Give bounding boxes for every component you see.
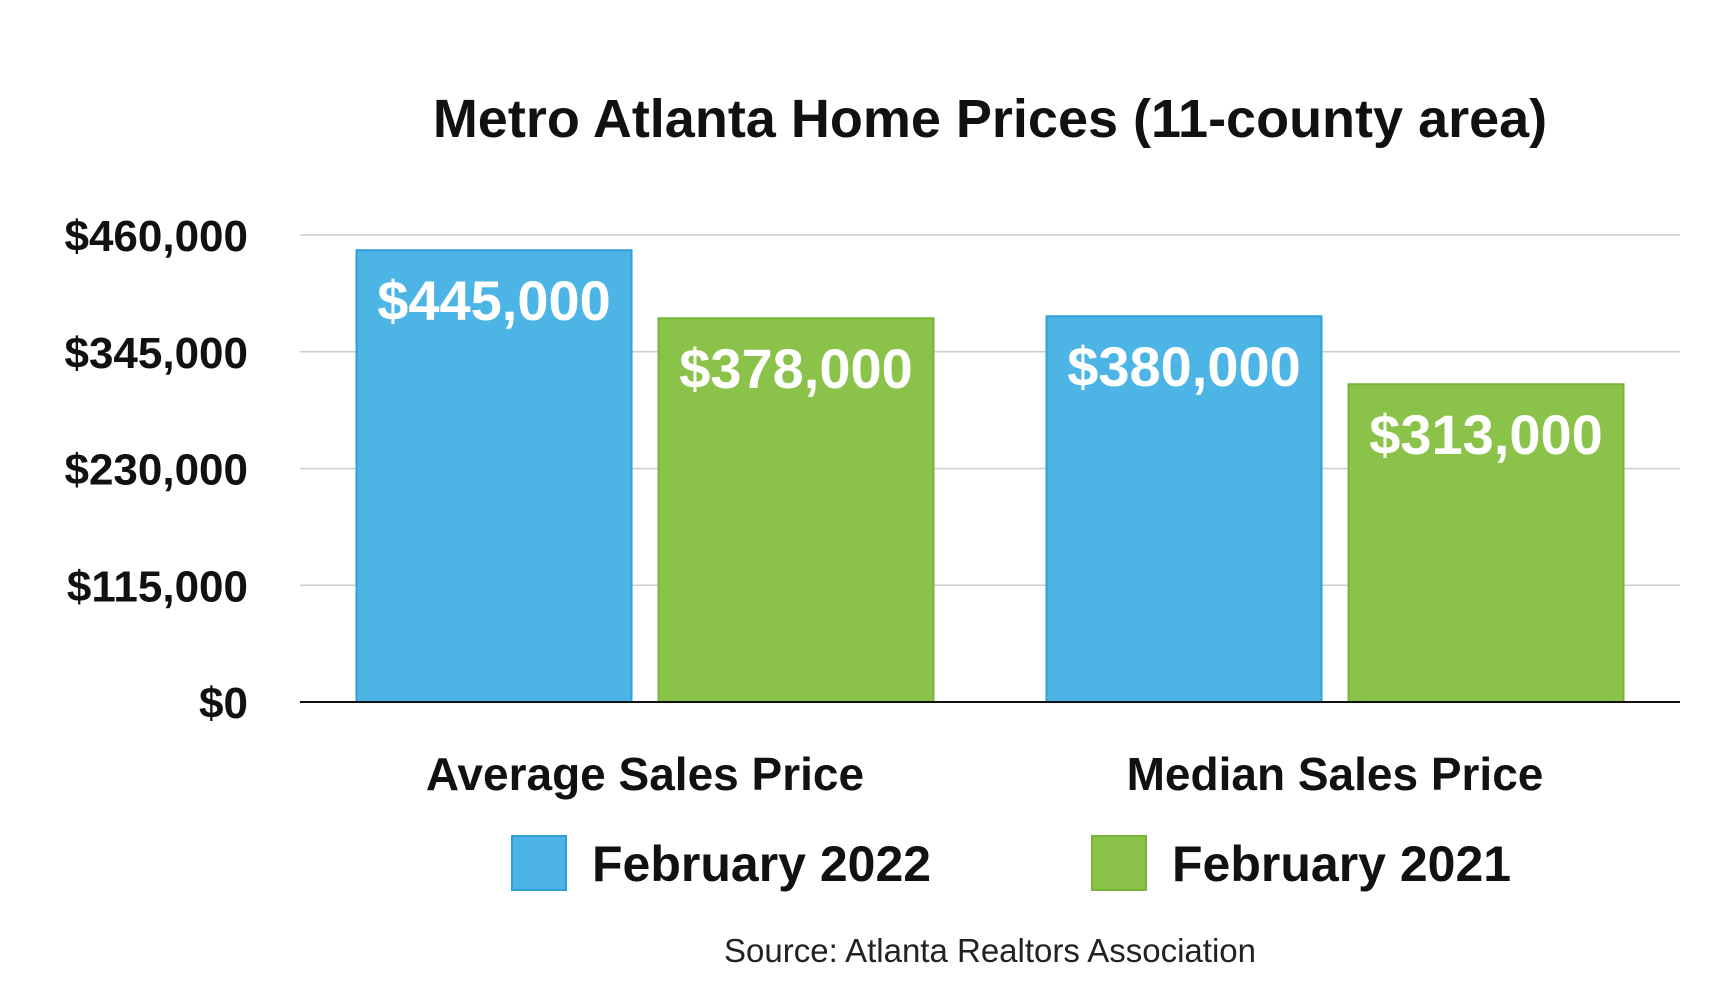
legend-label: February 2022 — [592, 836, 931, 892]
y-tick-label: $230,000 — [64, 446, 248, 495]
y-tick-label: $0 — [199, 679, 248, 728]
legend-label: February 2021 — [1172, 836, 1511, 892]
legend: February 2022 February 2021 — [511, 835, 1511, 892]
bar-value-label: $378,000 — [679, 337, 913, 400]
bar — [1045, 315, 1323, 703]
x-category-label: Median Sales Price — [1127, 748, 1544, 800]
y-tick-label: $345,000 — [64, 329, 248, 378]
y-tick-label: $115,000 — [67, 562, 248, 611]
y-tick-label: $460,000 — [64, 212, 248, 261]
bar — [355, 249, 633, 703]
bar-value-label: $445,000 — [377, 269, 611, 332]
chart-title: Metro Atlanta Home Prices (11-county are… — [433, 89, 1547, 149]
bar-value-label: $380,000 — [1067, 335, 1301, 398]
x-category-label: Average Sales Price — [426, 748, 864, 800]
legend-swatch — [1091, 835, 1147, 891]
source-note: Source: Atlanta Realtors Association — [724, 932, 1256, 969]
x-axis-categories: Average Sales Price Median Sales Price — [426, 748, 1543, 800]
bars — [355, 249, 1625, 703]
bar — [1347, 383, 1625, 703]
legend-swatch — [511, 835, 567, 891]
y-axis-ticks: $0 $115,000 $230,000 $345,000 $460,000 — [64, 212, 248, 728]
bar-value-labels: $445,000 $378,000 $380,000 $313,000 — [377, 269, 1603, 466]
bar-value-label: $313,000 — [1369, 403, 1603, 466]
